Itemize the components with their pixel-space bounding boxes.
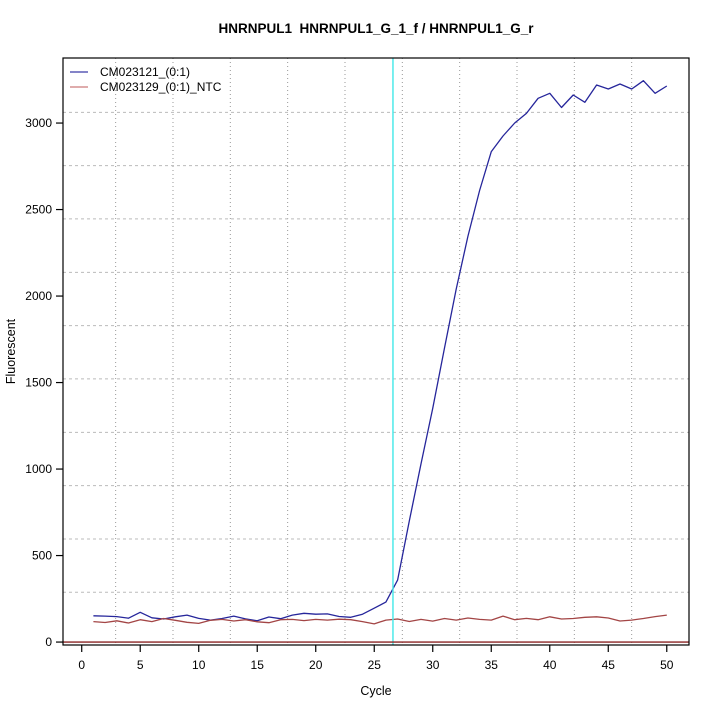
x-axis-label: Cycle	[360, 684, 391, 698]
y-tick-label: 1500	[25, 376, 52, 390]
series-lines	[93, 80, 668, 625]
legend-item: CM023121_(0:1)	[70, 65, 190, 79]
x-tick-label: 10	[192, 658, 206, 672]
y-axis: 0 500 1000 1500 2000 2500 3000	[25, 116, 63, 649]
x-tick-label: 5	[137, 658, 144, 672]
series-line-sample	[93, 80, 668, 622]
legend-label-sample: CM023121_(0:1)	[100, 65, 190, 79]
x-tick-label: 25	[368, 658, 382, 672]
x-tick-label: 20	[309, 658, 323, 672]
x-tick-label: 45	[602, 658, 616, 672]
y-tick-label: 3000	[25, 116, 52, 130]
y-tick-label: 500	[32, 549, 52, 563]
series-line-ntc	[93, 614, 667, 625]
y-tick-label: 2000	[25, 289, 52, 303]
x-tick-label: 15	[251, 658, 265, 672]
chart-title: HNRNPUL1 HNRNPUL1_G_1_f / HNRNPUL1_G_r	[218, 21, 534, 36]
x-tick-label: 35	[485, 658, 499, 672]
x-axis: 0 5 10 15 20 25 30 35 40 45 50	[78, 645, 674, 672]
y-tick-label: 2500	[25, 203, 52, 217]
y-axis-label: Fluorescent	[4, 318, 18, 384]
x-tick-label: 0	[78, 658, 85, 672]
plot-box	[62, 57, 690, 646]
x-tick-label: 50	[660, 658, 674, 672]
gridlines	[63, 58, 689, 645]
y-tick-label: 0	[45, 635, 52, 649]
y-tick-label: 1000	[25, 462, 52, 476]
legend-item: CM023129_(0:1)_NTC	[70, 80, 222, 94]
legend-label-ntc: CM023129_(0:1)_NTC	[100, 80, 222, 94]
x-tick-label: 40	[543, 658, 557, 672]
legend: CM023121_(0:1) CM023129_(0:1)_NTC	[70, 65, 222, 94]
x-tick-label: 30	[426, 658, 440, 672]
